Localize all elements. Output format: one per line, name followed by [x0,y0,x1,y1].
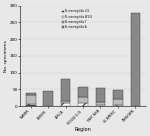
Bar [113,99,123,105]
Bar [78,87,88,97]
Bar [96,102,105,105]
Bar [26,95,36,103]
Bar [26,105,36,106]
Legend: N. meningitidis U.S., N. meningitidis W135, N. meningitidis Y, N. meningitidis A: N. meningitidis U.S., N. meningitidis W1… [62,9,93,30]
Bar [96,105,105,106]
Bar [96,88,105,102]
Bar [78,97,88,103]
Y-axis label: No. specimens: No. specimens [4,40,8,72]
Bar [26,93,36,95]
Bar [78,103,88,106]
Bar [61,103,70,106]
Bar [113,90,123,99]
X-axis label: Region: Region [75,127,91,132]
Bar [61,79,70,101]
Bar [113,105,123,106]
Bar [26,103,36,105]
Bar [43,91,53,106]
Bar [61,101,70,103]
Bar [130,13,140,106]
